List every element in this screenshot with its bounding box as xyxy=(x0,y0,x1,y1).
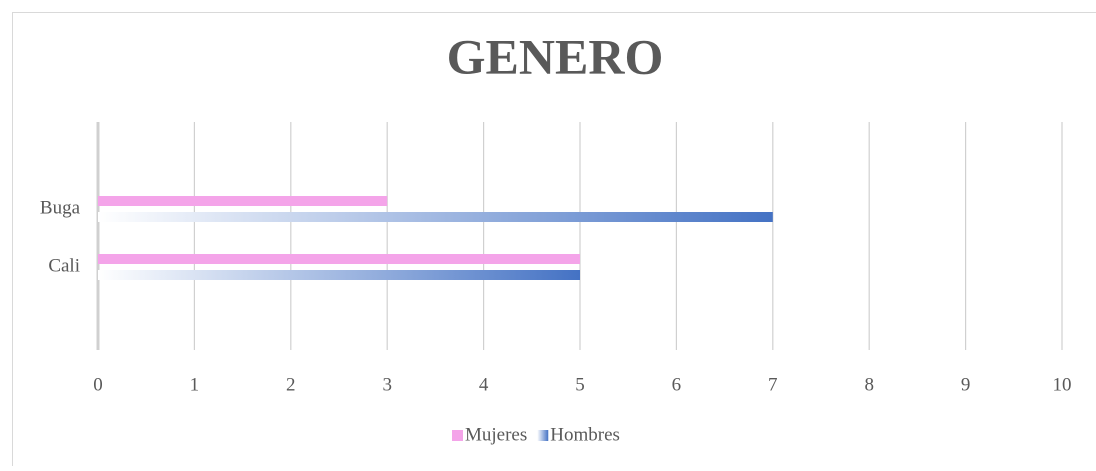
x-tick-label: 5 xyxy=(575,374,585,395)
bar xyxy=(98,196,387,206)
bar xyxy=(98,212,773,222)
x-tick-label: 9 xyxy=(961,374,971,395)
chart-title: GENERO xyxy=(447,28,664,84)
x-tick-label: 0 xyxy=(93,374,103,395)
legend-label: Hombres xyxy=(550,424,620,445)
x-tick-label: 6 xyxy=(672,374,682,395)
x-tick-label: 1 xyxy=(190,374,200,395)
x-tick-label: 3 xyxy=(382,374,392,395)
legend-swatch xyxy=(452,430,463,441)
x-tick-label: 2 xyxy=(286,374,296,395)
legend-label: Mujeres xyxy=(465,424,527,445)
legend-swatch xyxy=(537,430,548,441)
x-tick-label: 7 xyxy=(768,374,778,395)
x-tick-label: 10 xyxy=(1053,374,1072,395)
y-tick-label: Cali xyxy=(48,255,80,276)
y-tick-label: Buga xyxy=(40,197,81,218)
bar xyxy=(98,270,580,280)
x-tick-label: 8 xyxy=(864,374,874,395)
x-tick-label: 4 xyxy=(479,374,489,395)
bar xyxy=(98,254,580,264)
